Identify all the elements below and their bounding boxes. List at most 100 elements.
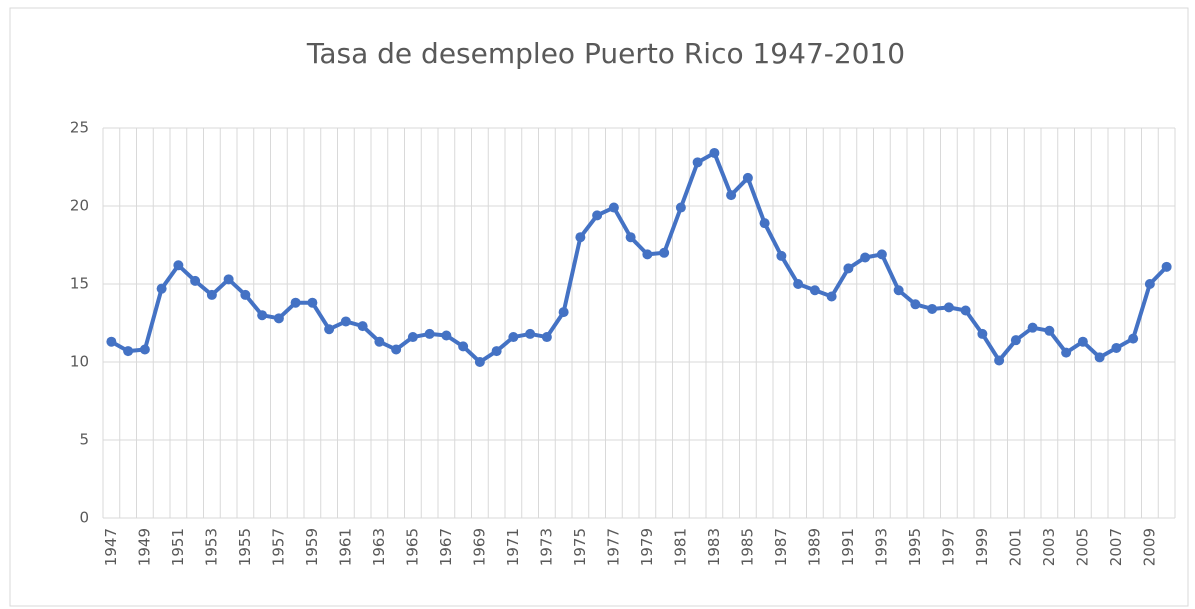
- point: [1027, 322, 1038, 333]
- x-tick-label: 1991: [839, 528, 857, 566]
- y-tick-label: 0: [79, 509, 89, 527]
- point: [726, 190, 737, 201]
- point: [927, 303, 938, 314]
- point: [826, 291, 837, 302]
- y-tick-label: 20: [70, 197, 89, 215]
- point: [1144, 279, 1155, 289]
- point: [491, 346, 502, 357]
- point: [692, 157, 703, 168]
- point: [458, 341, 469, 352]
- point: [1077, 336, 1088, 347]
- point: [340, 316, 351, 327]
- x-tick-label: 1953: [202, 528, 220, 566]
- chart-frame: [9, 7, 1189, 607]
- x-tick-label: 1999: [973, 528, 991, 566]
- point: [474, 357, 485, 367]
- x-tick-label: 1963: [370, 528, 388, 566]
- point: [1044, 325, 1055, 336]
- point: [960, 305, 971, 316]
- point: [391, 344, 402, 355]
- point: [659, 247, 670, 258]
- point: [1061, 347, 1072, 358]
- y-tick-label: 5: [79, 431, 89, 449]
- point: [441, 330, 452, 341]
- point: [742, 172, 753, 183]
- x-tick-label: 1961: [336, 528, 354, 566]
- x-tick-label: 1979: [638, 528, 656, 566]
- point: [156, 283, 167, 294]
- x-tick-label: 1985: [738, 528, 756, 566]
- x-tick-label: 2003: [1040, 528, 1058, 566]
- point: [994, 355, 1005, 366]
- point: [1111, 342, 1122, 353]
- point: [860, 252, 871, 263]
- point: [223, 274, 234, 285]
- x-tick-label: 1977: [604, 528, 622, 566]
- chart-title: Tasa de desempleo Puerto Rico 1947-2010: [306, 37, 905, 70]
- point: [290, 297, 301, 308]
- y-tick-label: 10: [70, 353, 89, 371]
- x-tick-label: 1969: [470, 528, 488, 566]
- x-tick-label: 1989: [805, 528, 823, 566]
- point: [173, 260, 184, 271]
- x-tick-label: 1965: [403, 528, 421, 566]
- point: [374, 336, 385, 347]
- point: [307, 297, 318, 308]
- line: [110, 150, 1169, 364]
- point: [541, 332, 552, 343]
- x-tick-label: 1959: [303, 528, 321, 566]
- point: [809, 285, 820, 296]
- point: [675, 202, 686, 213]
- x-tick-label: 1987: [772, 528, 790, 566]
- point: [592, 210, 603, 221]
- x-tick-label: 1993: [872, 528, 890, 566]
- point: [893, 285, 904, 296]
- point: [608, 202, 619, 213]
- x-tick-label: 2001: [1006, 528, 1024, 566]
- point: [257, 310, 268, 321]
- x-tick-label: 1955: [236, 528, 254, 566]
- point: [843, 263, 854, 274]
- point: [324, 324, 335, 335]
- x-tick-label: 1983: [705, 528, 723, 566]
- x-tick-label: 1981: [671, 528, 689, 566]
- point: [273, 313, 284, 324]
- point: [642, 249, 653, 260]
- x-tick-label: 1967: [437, 528, 455, 566]
- y-tick-label: 15: [70, 275, 89, 293]
- point: [106, 336, 117, 347]
- point: [424, 328, 435, 339]
- point: [625, 232, 636, 243]
- x-tick-label: 1951: [169, 528, 187, 566]
- point: [508, 332, 519, 343]
- point: [759, 218, 770, 229]
- x-tick-label: 1973: [537, 528, 555, 566]
- x-tick-label: 1971: [504, 528, 522, 566]
- point: [139, 344, 150, 355]
- x-tick-label: 2007: [1107, 528, 1125, 566]
- point: [525, 328, 536, 339]
- point: [190, 275, 201, 286]
- point: [709, 147, 720, 158]
- x-tick-label: 1995: [906, 528, 924, 566]
- x-tick-label: 1947: [102, 528, 120, 566]
- point: [357, 321, 368, 332]
- x-tick-label: 2005: [1073, 528, 1091, 566]
- point: [558, 307, 569, 318]
- point: [793, 279, 804, 289]
- point: [943, 302, 954, 313]
- point: [575, 232, 586, 243]
- point: [123, 346, 134, 357]
- point: [1094, 352, 1105, 363]
- point: [240, 289, 251, 300]
- y-tick-label: 25: [70, 119, 89, 137]
- point: [407, 332, 418, 343]
- x-tick-label: 1949: [135, 528, 153, 566]
- x-tick-label: 2009: [1140, 528, 1158, 566]
- x-tick-label: 1997: [939, 528, 957, 566]
- point: [776, 250, 787, 261]
- point: [1128, 333, 1139, 344]
- point: [876, 249, 887, 260]
- point: [910, 299, 921, 310]
